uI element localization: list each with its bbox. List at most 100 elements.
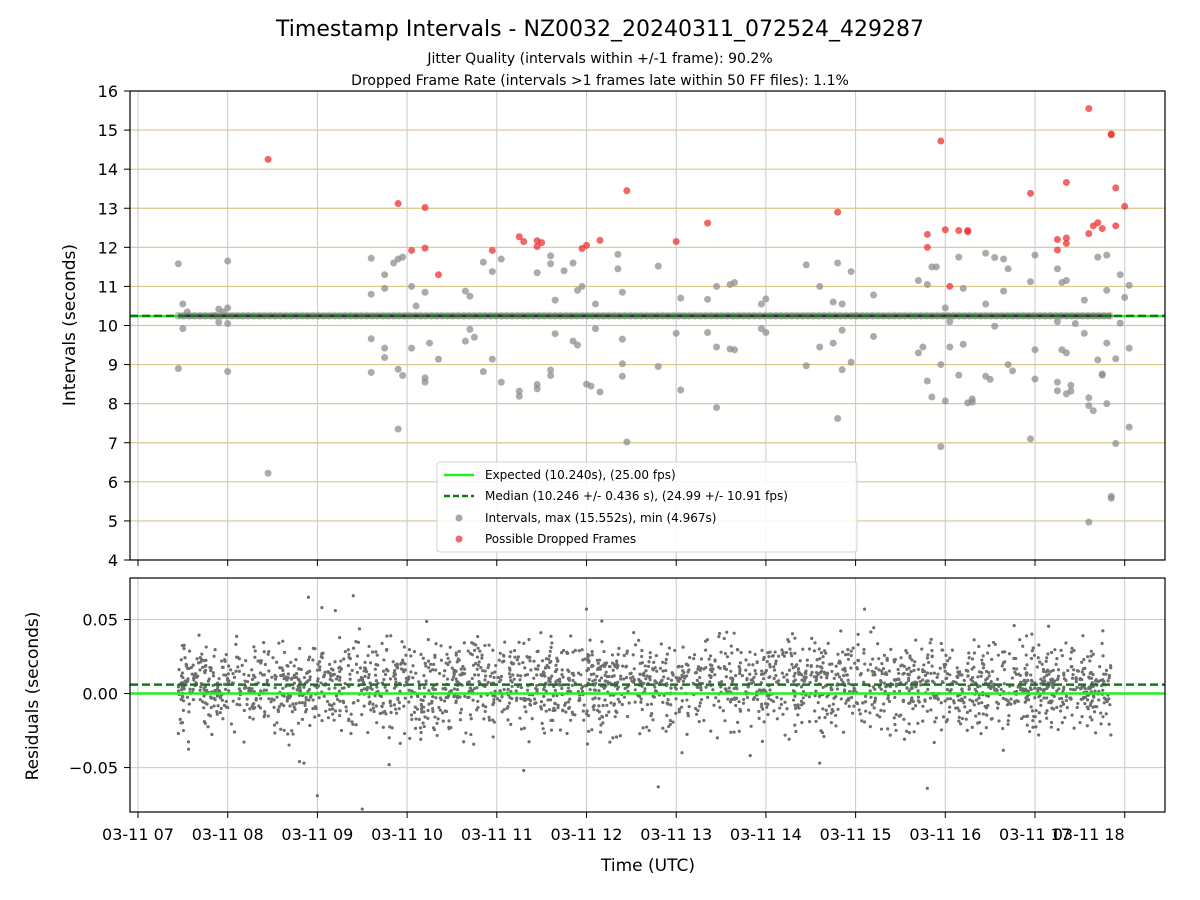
residual-point xyxy=(1097,698,1101,702)
x-tick-label: 03-11 12 xyxy=(551,825,623,844)
residual-point xyxy=(1010,676,1014,680)
residual-point xyxy=(553,669,558,674)
residual-point xyxy=(1027,698,1031,702)
residual-point xyxy=(226,680,230,684)
residual-point xyxy=(785,678,789,682)
residual-point xyxy=(825,673,829,677)
residual-point xyxy=(583,684,587,688)
residual-point xyxy=(503,640,507,644)
residual-point xyxy=(567,676,571,680)
residual-point xyxy=(556,659,560,663)
residual-point xyxy=(615,687,620,691)
residual-point xyxy=(452,675,456,679)
residual-point xyxy=(360,807,364,811)
residual-point xyxy=(774,673,778,678)
dropped-frame-point xyxy=(264,155,272,163)
y-tick-label: −0.05 xyxy=(69,759,118,778)
residual-point xyxy=(595,708,600,712)
residual-point xyxy=(542,687,546,691)
residual-point xyxy=(1050,650,1054,655)
residual-point xyxy=(1046,668,1050,672)
residual-point xyxy=(202,688,206,692)
residual-point xyxy=(870,703,874,707)
residual-point xyxy=(1046,652,1050,656)
residual-point xyxy=(738,672,742,676)
residual-point xyxy=(526,656,531,660)
residual-point xyxy=(788,647,792,651)
interval-point xyxy=(421,378,429,386)
residual-point xyxy=(357,627,362,631)
residual-point xyxy=(976,675,980,679)
residual-point xyxy=(514,698,519,702)
residual-point xyxy=(646,664,650,669)
residual-point xyxy=(688,655,692,660)
residual-point xyxy=(527,740,531,744)
residual-point xyxy=(658,666,662,670)
residual-point xyxy=(571,650,575,654)
residual-point xyxy=(828,662,832,666)
residual-point xyxy=(351,594,355,598)
residual-point xyxy=(177,668,181,672)
residual-point xyxy=(601,715,605,719)
residual-point xyxy=(730,651,734,655)
residual-point xyxy=(878,679,883,683)
residual-point xyxy=(790,654,794,658)
residual-point xyxy=(958,722,963,726)
residual-point xyxy=(816,700,820,705)
residual-point xyxy=(692,653,697,657)
residual-point xyxy=(1063,715,1067,720)
interval-point xyxy=(932,263,940,271)
residual-point xyxy=(358,666,363,670)
residual-point xyxy=(991,640,996,645)
interval-point xyxy=(713,343,721,351)
residual-point xyxy=(654,653,658,658)
residual-point xyxy=(793,671,797,675)
residual-point xyxy=(430,701,434,705)
interval-point xyxy=(914,277,922,285)
residual-point xyxy=(760,702,764,706)
residual-point xyxy=(810,636,814,640)
residual-point xyxy=(1068,657,1073,661)
residual-point xyxy=(375,721,379,725)
interval-point xyxy=(614,250,622,258)
interval-point xyxy=(1098,371,1106,379)
interval-point xyxy=(1053,318,1061,326)
residual-point xyxy=(619,677,623,681)
residual-point xyxy=(599,723,603,727)
residual-point xyxy=(240,663,244,667)
residual-point xyxy=(851,646,855,650)
residual-point xyxy=(198,668,202,672)
dropped-frame-point xyxy=(1085,230,1093,238)
residual-point xyxy=(874,666,878,670)
residual-point xyxy=(188,687,192,691)
residual-point xyxy=(389,634,393,638)
residual-point xyxy=(476,699,480,703)
residual-point xyxy=(319,681,323,685)
residual-point xyxy=(423,661,427,666)
residual-point xyxy=(971,699,975,703)
residual-point xyxy=(948,689,952,693)
residual-point xyxy=(1082,657,1086,662)
residual-point xyxy=(182,646,186,651)
residual-point xyxy=(1045,709,1049,713)
dropped-frame-point xyxy=(394,200,402,208)
residual-point xyxy=(772,665,776,669)
residual-point xyxy=(720,680,724,684)
residual-point xyxy=(909,669,913,674)
residual-point xyxy=(943,699,947,703)
residual-point xyxy=(1088,686,1092,691)
residual-point xyxy=(624,664,629,668)
interval-point xyxy=(1103,286,1111,294)
residual-point xyxy=(648,678,652,682)
residual-point xyxy=(180,720,185,725)
residual-point xyxy=(458,673,462,677)
intervals-y-axis-label: Intervals (seconds) xyxy=(60,244,80,406)
residual-point xyxy=(882,702,886,706)
residual-point xyxy=(643,687,647,691)
residual-point xyxy=(979,674,983,678)
interval-point xyxy=(1053,378,1061,386)
residual-point xyxy=(729,644,733,648)
dropped-frame-point xyxy=(923,243,931,251)
residual-point xyxy=(1054,662,1058,666)
residual-point xyxy=(765,705,769,709)
